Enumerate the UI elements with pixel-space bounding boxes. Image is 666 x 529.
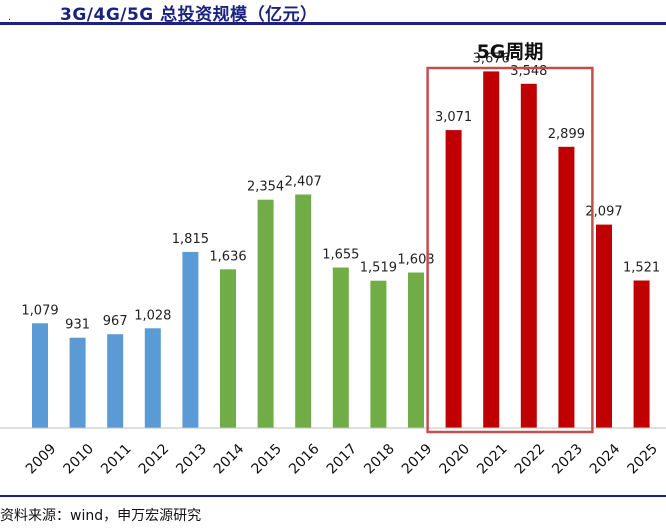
bar-2012 [144,328,161,428]
value-label-2013: 1,815 [172,232,209,247]
bar-2024 [596,224,612,428]
bar-2021 [483,71,500,429]
title-rule [0,22,666,25]
bar-group [32,71,650,429]
x-tick-2012: 2012 [136,441,173,478]
x-tick-label-group: 2009 2010 2011 2012 2013 2014 2015 2016 2017 2018… [23,441,661,478]
bar-2010 [69,337,86,428]
bar-2011 [107,334,124,428]
x-tick-2018: 2018 [361,441,398,478]
value-label-2022: 3,548 [510,64,547,79]
value-label-2011: 967 [103,314,128,329]
x-tick-2010: 2010 [61,441,98,478]
x-tick-2019: 2019 [399,441,436,478]
x-tick-2021: 2021 [474,441,511,478]
bar-2016 [295,194,312,428]
x-tick-2011: 2011 [98,441,135,478]
value-label-2017: 1,655 [322,248,359,263]
source-note: 资料来源：wind，申万宏源研究 [0,508,202,524]
x-tick-2015: 2015 [249,441,286,478]
x-tick-2009: 2009 [23,441,60,478]
x-tick-2022: 2022 [512,441,549,478]
bar-2019 [408,272,424,428]
value-label-2020: 3,071 [435,110,472,125]
value-label-2019: 1,603 [397,253,434,268]
value-label-2010: 931 [65,318,90,333]
5g-cycle-label: 5G周期 [477,41,544,63]
bar-2013 [182,251,199,428]
header-marker: . [8,12,12,23]
x-tick-2014: 2014 [211,441,248,478]
value-label-2014: 1,636 [209,249,246,264]
value-label-2023: 2,899 [548,127,585,142]
bar-2009 [32,323,48,428]
value-label-2015: 2,354 [247,180,284,195]
bar-2017 [332,267,349,428]
bar-2025 [633,280,650,428]
value-label-2009: 1,079 [21,303,58,318]
chart-title: 3G/4G/5G 总投资规模（亿元） [60,5,318,25]
value-label-2018: 1,519 [360,261,397,276]
x-tick-2025: 2025 [625,441,662,478]
x-tick-2020: 2020 [437,441,474,478]
value-label-2025: 1,521 [623,261,660,276]
5g-cycle-highlight-box [426,66,594,434]
value-label-2016: 2,407 [285,175,322,190]
footer-rule [0,495,666,497]
value-label-2021: 3,676 [473,51,510,66]
bar-2023 [558,146,575,429]
bar-2014 [220,269,236,428]
x-tick-2023: 2023 [549,441,586,478]
x-tick-2017: 2017 [324,441,361,478]
value-label-2024: 2,097 [585,205,622,220]
x-tick-2016: 2016 [286,441,323,478]
x-tick-2013: 2013 [173,441,210,478]
bar-2015 [257,199,274,428]
bar-2020 [445,130,462,428]
bar-2018 [370,280,387,428]
bar-2022 [520,83,537,429]
x-tick-2024: 2024 [587,441,624,478]
value-label-2012: 1,028 [134,308,171,323]
